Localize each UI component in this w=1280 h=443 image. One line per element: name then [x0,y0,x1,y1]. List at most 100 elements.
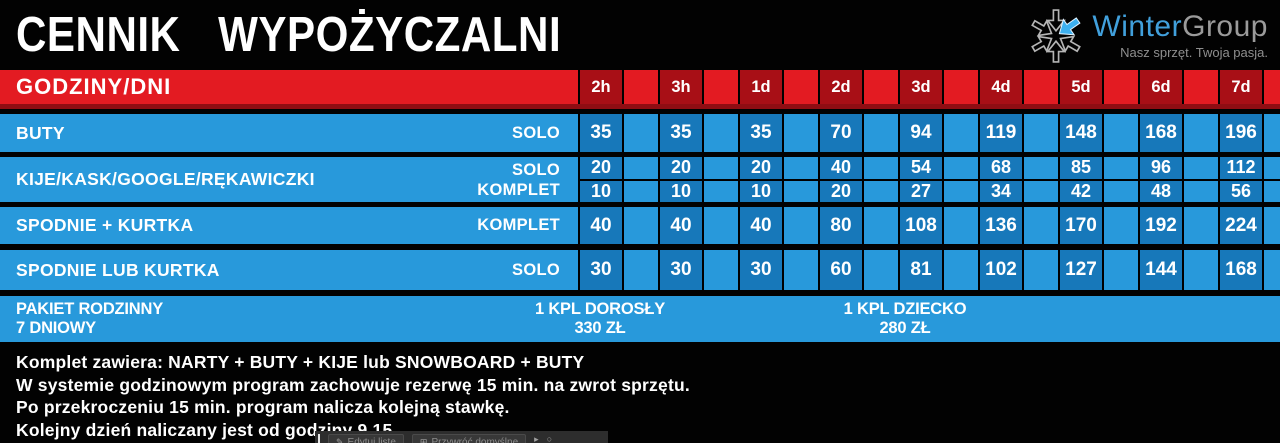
row-variant: KOMPLET [477,180,560,199]
col-spacer [1024,207,1058,244]
price-cell: 192 [1138,207,1184,244]
col-spacer [1184,207,1218,244]
logo-name: WinterGroup [1092,12,1268,42]
col-spacer [1264,180,1280,202]
col-header-3h: 3h [658,70,704,104]
price-col: 94 [898,114,978,152]
pencil-icon: ✎ [336,436,344,443]
row-variant: SOLO [512,160,560,179]
col-spacer [864,70,898,104]
table-row-spodnie-lub-kurtka: SPODNIE LUB KURTKA SOLO 30 30 30 60 81 1… [0,250,1280,290]
circle-icon[interactable]: ○ [546,434,553,443]
price-col: 112 56 [1218,157,1280,202]
row-item-name: KIJE/KASK/GOOGLE/RĘKAWICZKI [16,169,315,189]
price-col: 35 [658,114,738,152]
price-col: 168 [1138,114,1218,152]
col-spacer [1024,70,1058,104]
col-spacer [784,250,818,290]
col-spacer [1264,157,1280,179]
col-spacer [864,250,898,290]
price-col: 30 [578,250,658,290]
col-header-6d: 6d [1138,70,1184,104]
price-cell: 10 [738,180,784,202]
price-col: 144 [1138,250,1218,290]
col-spacer [784,157,818,179]
footnote-line: Kolejny dzień naliczany jest od godziny … [16,419,393,440]
price-col: 96 48 [1138,157,1218,202]
price-col: 224 [1218,207,1280,244]
price-col: 192 [1138,207,1218,244]
price-cell: 20 [738,157,784,179]
price-cell: 119 [978,114,1024,152]
price-cell: 102 [978,250,1024,290]
price-cell: 54 [898,157,944,179]
col-spacer [944,207,978,244]
row-label-cell: SPODNIE + KURTKA KOMPLET [0,207,578,244]
page-title: CENNIK WYPOŻYCZALNI [16,7,562,62]
col-spacer [944,70,978,104]
play-icon[interactable]: ▸ [534,434,539,443]
price-cell: 108 [898,207,944,244]
family-package-child: 1 KPL DZIECKO 280 ZŁ [844,300,967,338]
child-price: 280 ZŁ [879,319,931,337]
price-col: 54 27 [898,157,978,202]
price-col: 20 10 [738,157,818,202]
price-table: GODZINY/DNI 2h 3h 1d 2d 3d 4d 5d 6d 7d B… [0,70,1280,342]
table-row-kije: KIJE/KASK/GOOGLE/RĘKAWICZKI SOLO KOMPLET… [0,157,1280,202]
header-label: GODZINY/DNI [16,74,172,99]
footnote-line: Komplet zawiera: NARTY + BUTY + KIJE lub… [16,352,585,372]
col-spacer [944,157,978,179]
price-col: 168 [1218,250,1280,290]
price-cell: 85 [1058,157,1104,179]
row-label-cell: BUTY SOLO [0,114,578,152]
price-cell: 68 [978,157,1024,179]
logo-tagline: Nasz sprzęt. Twoja pasja. [1120,45,1268,60]
restore-defaults-button[interactable]: ⊞ Przywróć domyślne [411,434,527,443]
price-col: 40 [578,207,658,244]
col-spacer [1024,250,1058,290]
col-header-2d: 2d [818,70,864,104]
winter-group-logo: WinterGroup Nasz sprzęt. Twoja pasja. [1028,7,1268,65]
price-cell: 42 [1058,180,1104,202]
col-spacer [704,157,738,179]
price-cell: 40 [578,207,624,244]
row-variant: SOLO [512,123,560,142]
footnote-line: W systemie godzinowym program zachowuje … [16,374,690,395]
price-cell: 96 [1138,157,1184,179]
price-cell: 20 [818,180,864,202]
price-col: 20 10 [658,157,738,202]
price-col: 81 [898,250,978,290]
row-variant: KOMPLET [477,216,560,234]
row-label-cell: SPODNIE LUB KURTKA SOLO [0,250,578,290]
col-spacer [704,250,738,290]
header-col: 4d [978,70,1058,104]
price-cell: 112 [1218,157,1264,179]
price-cell: 20 [658,157,704,179]
col-spacer [624,207,658,244]
header-label-cell: GODZINY/DNI [0,70,578,104]
edit-list-button[interactable]: ✎ Edytuj listę [328,434,404,443]
col-header-3d: 3d [898,70,944,104]
col-spacer [864,157,898,179]
col-spacer [704,70,738,104]
col-spacer [1184,70,1218,104]
price-cell: 40 [658,207,704,244]
col-spacer [944,114,978,152]
price-col: 30 [738,250,818,290]
col-spacer [1104,114,1138,152]
header-col: 3h [658,70,738,104]
col-spacer [864,180,898,202]
col-header-5d: 5d [1058,70,1104,104]
price-col: 20 10 [578,157,658,202]
price-col: 136 [978,207,1058,244]
price-cell: 70 [818,114,864,152]
price-cell: 168 [1138,114,1184,152]
col-spacer [1264,250,1280,290]
col-header-2h: 2h [578,70,624,104]
price-col: 40 [738,207,818,244]
price-cell: 127 [1058,250,1104,290]
col-spacer [704,207,738,244]
family-package-label: PAKIET RODZINNY 7 DNIOWY [16,300,163,338]
table-header-row: GODZINY/DNI 2h 3h 1d 2d 3d 4d 5d 6d 7d [0,70,1280,109]
